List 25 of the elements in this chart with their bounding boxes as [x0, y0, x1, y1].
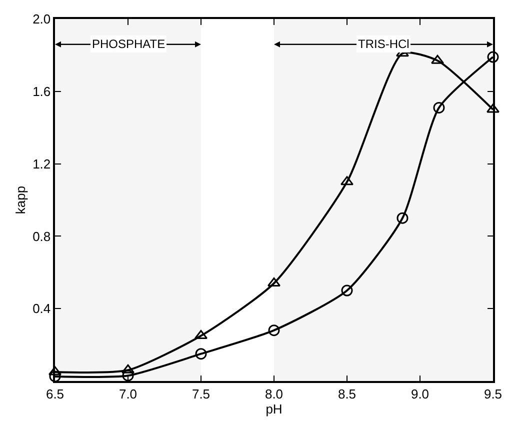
y-tick-label: 0.4	[32, 301, 51, 316]
band-label: PHOSPHATE	[92, 37, 166, 51]
y-tick-label: 1.6	[32, 84, 51, 99]
x-tick-label: 7.5	[192, 386, 210, 402]
x-tick-label: 7.0	[118, 386, 138, 402]
x-tick-label: 8.0	[264, 386, 284, 402]
point	[341, 284, 353, 296]
band-label: TRIS-HCl	[358, 37, 410, 51]
point	[433, 102, 445, 114]
point	[431, 54, 444, 64]
point	[195, 348, 207, 360]
y-axis-title: kapp	[13, 186, 28, 214]
x-axis-title: pH	[266, 401, 282, 416]
point	[487, 51, 499, 63]
x-tick-label: 9.0	[410, 386, 430, 402]
y-tick-label: 2.0	[32, 12, 51, 27]
point	[268, 324, 280, 336]
point	[122, 370, 134, 382]
point	[49, 370, 61, 382]
point	[396, 212, 408, 224]
x-tick-label: 9.5	[484, 386, 502, 402]
y-tick-label: 1.2	[32, 156, 51, 172]
x-tick-label: 8.5	[338, 386, 356, 402]
x-tick-label: 6.5	[46, 386, 64, 402]
y-tick-label: 0.8	[32, 228, 51, 244]
